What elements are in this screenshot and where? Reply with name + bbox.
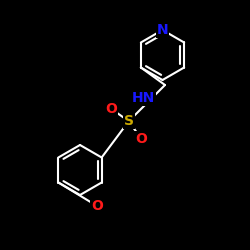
Text: O: O	[135, 132, 147, 146]
Text: O: O	[105, 102, 117, 116]
Text: S: S	[124, 114, 134, 128]
Text: O: O	[92, 199, 104, 213]
Text: HN: HN	[132, 90, 156, 104]
Text: N: N	[157, 23, 168, 37]
